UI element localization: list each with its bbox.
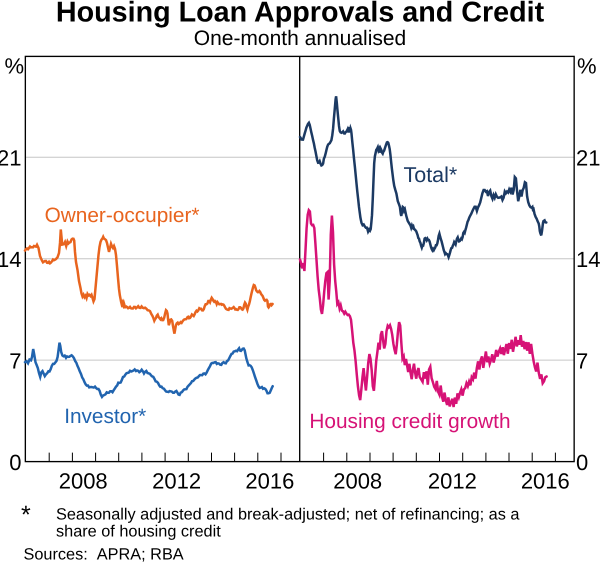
svg-text:2012: 2012	[428, 468, 477, 493]
svg-text:14: 14	[0, 247, 22, 272]
svg-text:2016: 2016	[521, 468, 570, 493]
svg-text:share of housing credit: share of housing credit	[56, 523, 221, 541]
svg-text:%: %	[577, 54, 597, 79]
svg-text:7: 7	[576, 348, 588, 373]
svg-text:Owner-occupier*: Owner-occupier*	[45, 204, 200, 227]
svg-text:Total*: Total*	[404, 163, 458, 187]
svg-text:0: 0	[9, 450, 21, 475]
svg-text:21: 21	[576, 146, 600, 171]
svg-text:2012: 2012	[152, 468, 201, 493]
svg-text:14: 14	[576, 247, 600, 272]
svg-text:2016: 2016	[245, 468, 294, 493]
svg-text:2008: 2008	[333, 468, 382, 493]
svg-text:Housing Loan Approvals and Cre: Housing Loan Approvals and Credit	[56, 0, 545, 28]
svg-text:*: *	[21, 501, 31, 529]
svg-text:21: 21	[0, 146, 22, 171]
svg-text:Investor*: Investor*	[64, 405, 146, 428]
svg-text:Housing credit growth: Housing credit growth	[309, 410, 510, 433]
svg-text:2008: 2008	[59, 468, 108, 493]
svg-text:Sources: APRA; RBA: Sources: APRA; RBA	[24, 546, 184, 564]
svg-text:Seasonally adjusted and break-: Seasonally adjusted and break-adjusted; …	[56, 506, 520, 524]
svg-text:0: 0	[576, 450, 588, 475]
svg-text:One-month annualised: One-month annualised	[194, 27, 406, 50]
svg-text:%: %	[4, 54, 24, 79]
svg-text:7: 7	[9, 348, 21, 373]
